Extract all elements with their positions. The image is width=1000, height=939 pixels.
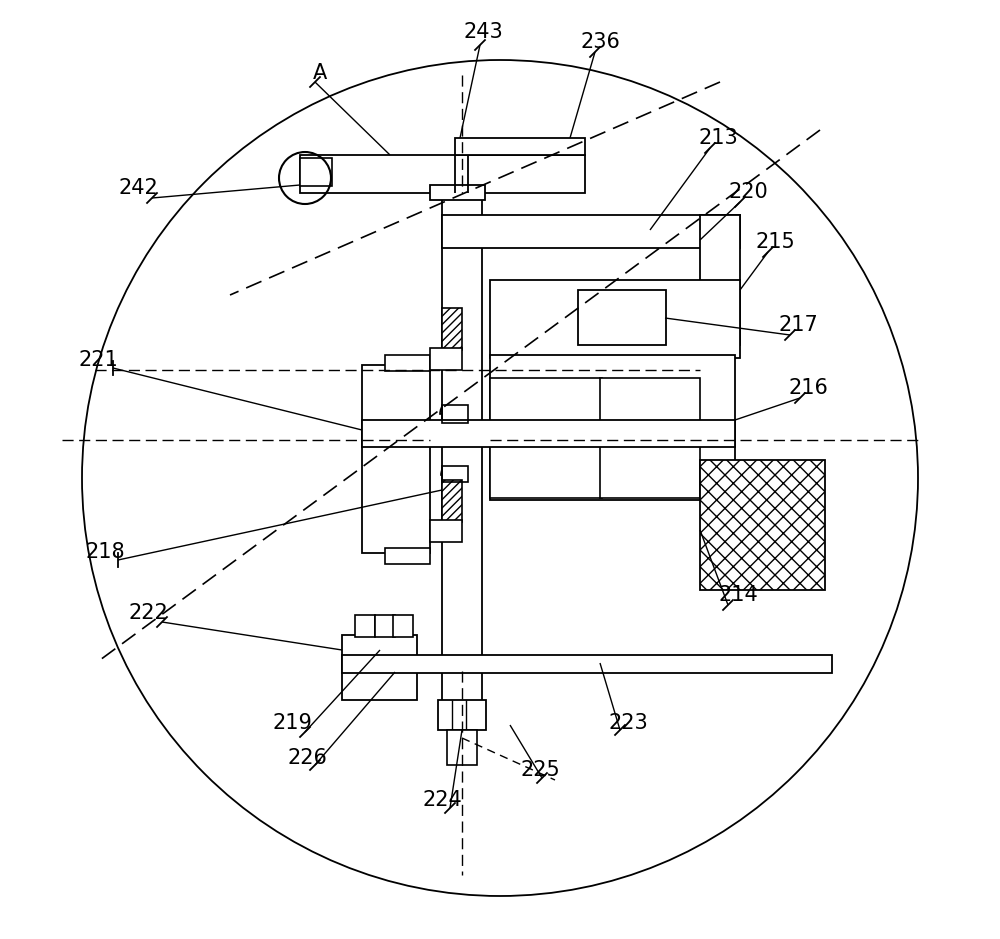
Bar [385, 355, 430, 371]
Bar [342, 655, 832, 673]
Bar [375, 615, 395, 637]
Bar [490, 355, 735, 500]
Bar [300, 155, 585, 193]
Text: 226: 226 [287, 748, 327, 768]
Bar [700, 215, 740, 345]
Text: 224: 224 [422, 790, 462, 810]
Bar [600, 378, 700, 498]
Text: 216: 216 [788, 378, 828, 398]
Bar [362, 365, 430, 553]
Bar [430, 348, 462, 370]
Text: 221: 221 [78, 350, 118, 370]
Bar [430, 185, 485, 200]
Bar [578, 290, 666, 345]
Bar [442, 193, 482, 671]
Wedge shape [440, 399, 470, 414]
Text: 217: 217 [778, 315, 818, 335]
Text: A: A [313, 63, 327, 83]
Bar [355, 615, 375, 637]
Text: 223: 223 [608, 713, 648, 733]
Bar [362, 420, 735, 447]
Text: 236: 236 [580, 32, 620, 52]
Wedge shape [441, 461, 469, 475]
Text: 218: 218 [85, 542, 125, 562]
Bar [455, 138, 585, 155]
Bar [447, 730, 477, 765]
Bar [300, 158, 332, 186]
Bar [442, 405, 468, 423]
Text: 225: 225 [520, 760, 560, 780]
Bar [490, 378, 602, 498]
Text: 219: 219 [272, 713, 312, 733]
Text: 215: 215 [755, 232, 795, 252]
Bar [393, 615, 413, 637]
Bar [438, 700, 486, 730]
Bar [490, 280, 740, 358]
Bar [430, 520, 462, 542]
Text: 220: 220 [728, 182, 768, 202]
Bar [442, 308, 462, 350]
Bar [442, 671, 482, 726]
Text: 213: 213 [698, 128, 738, 148]
Bar [442, 215, 740, 248]
Bar [442, 466, 468, 482]
Bar [442, 480, 462, 522]
Bar [700, 460, 825, 590]
Text: 222: 222 [128, 603, 168, 623]
Text: 242: 242 [118, 178, 158, 198]
Text: 243: 243 [463, 22, 503, 42]
Bar [385, 548, 430, 564]
Bar [342, 635, 417, 700]
Text: 214: 214 [718, 585, 758, 605]
